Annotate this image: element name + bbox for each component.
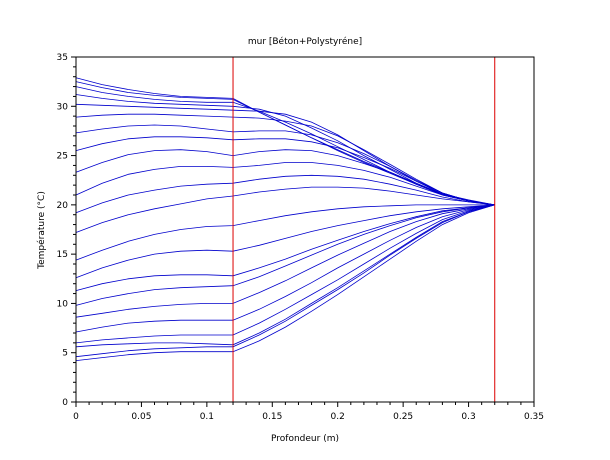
series-line-22 [75, 204, 495, 361]
series-line-18 [75, 204, 495, 333]
y-tick-label: 35 [57, 53, 68, 63]
series-line-10 [75, 162, 495, 206]
y-tick-label: 30 [57, 102, 69, 112]
y-tick-label: 15 [57, 250, 68, 260]
series-line-17 [75, 204, 495, 318]
axes: 0 0.05 0.1 0.15 0.2 0.25 0.3 0.35 0 5 10 15 20 25 30 35 [57, 53, 544, 422]
vertical-markers [232, 57, 496, 402]
series-line-6 [75, 113, 495, 206]
y-axis-label: Température (°C) [36, 191, 47, 270]
y-tick-label: 20 [57, 201, 69, 211]
series-line-21 [75, 204, 495, 358]
x-tick-label: 0.3 [461, 412, 475, 422]
x-axis-label: Profondeur (m) [271, 434, 339, 444]
y-tick-label: 10 [57, 299, 69, 309]
y-tick-label: 5 [62, 349, 68, 359]
x-tick-label: 0.15 [262, 412, 282, 422]
series-line-7 [75, 124, 495, 206]
x-tick-label: 0.35 [524, 412, 544, 422]
series-line-13 [75, 204, 495, 261]
series-line-15 [75, 204, 495, 291]
series-line-8 [75, 136, 495, 206]
x-tick-label: 0.05 [131, 412, 151, 422]
series-line-20 [75, 204, 495, 348]
y-tick-label: 25 [57, 152, 68, 162]
x-tick-label: 0.1 [200, 412, 214, 422]
series-line-12 [75, 186, 495, 233]
chart-title: mur [Béton+Polystyréne] [248, 36, 362, 47]
series-line-19 [75, 204, 495, 344]
series-line-16 [75, 204, 495, 306]
plot-frame [75, 56, 535, 403]
y-tick-label: 0 [62, 398, 68, 408]
series-line-11 [75, 174, 495, 214]
x-tick-label: 0 [73, 412, 79, 422]
series-line-9 [75, 149, 495, 206]
x-tick-label: 0.2 [331, 412, 345, 422]
series-line-3 [75, 86, 495, 206]
series-line-14 [75, 204, 495, 279]
series-layer [75, 77, 495, 361]
x-tick-label: 0.25 [393, 412, 413, 422]
